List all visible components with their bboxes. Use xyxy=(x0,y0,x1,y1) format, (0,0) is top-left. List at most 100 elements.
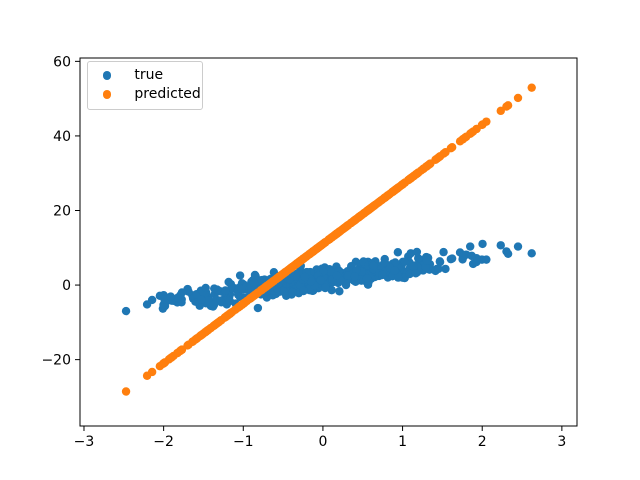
scatter-point-predicted xyxy=(503,101,513,110)
series-true-points xyxy=(121,239,536,316)
scatter-point-true xyxy=(320,283,330,293)
legend-marker-predicted-icon xyxy=(103,90,112,99)
scatter-point-true xyxy=(467,251,476,261)
scatter-point-predicted xyxy=(221,312,230,322)
y-tick-label: 40 xyxy=(53,129,71,145)
scatter-point-true xyxy=(434,264,443,274)
axes-spines xyxy=(79,57,578,427)
scatter-point-predicted xyxy=(527,83,536,92)
scatter-point-predicted xyxy=(405,174,414,184)
scatter-point-true xyxy=(225,296,235,306)
x-tick-label: −3 xyxy=(74,434,95,450)
scatter-point-predicted xyxy=(197,330,206,340)
x-tick-label: 2 xyxy=(478,434,487,450)
scatter-point-true xyxy=(332,271,342,280)
scatter-point-true xyxy=(390,266,399,275)
scatter-point-predicted xyxy=(467,128,476,137)
scatter-point-true xyxy=(288,288,297,297)
scatter-point-true xyxy=(478,239,487,249)
scatter-point-true xyxy=(482,255,491,264)
legend-entry-true: true xyxy=(103,66,202,85)
scatter-point-true xyxy=(411,269,420,278)
scatter-point-true xyxy=(306,277,316,286)
scatter-point-true xyxy=(142,300,152,309)
legend-label-predicted: predicted xyxy=(134,86,201,102)
scatter-point-true xyxy=(344,271,353,281)
scatter-point-predicted xyxy=(288,262,297,272)
scatter-point-predicted xyxy=(249,291,259,300)
scatter-point-true xyxy=(422,256,432,265)
scatter-point-predicted xyxy=(267,278,276,287)
legend-box: true predicted xyxy=(87,61,203,110)
scatter-point-true xyxy=(393,248,403,257)
scatter-point-true xyxy=(380,258,390,267)
scatter-point-predicted xyxy=(184,340,193,349)
scatter-point-true xyxy=(352,266,361,275)
scatter-point-true xyxy=(216,296,225,305)
scatter-point-true xyxy=(237,284,246,294)
x-tick-label: 0 xyxy=(318,434,327,450)
scatter-point-predicted xyxy=(482,117,491,126)
scatter-point-predicted xyxy=(344,220,353,230)
scatter-point-predicted xyxy=(411,170,420,179)
scatter-point-true xyxy=(412,247,422,257)
scatter-point-predicted xyxy=(377,195,387,204)
scatter-point-true xyxy=(446,254,456,264)
scatter-point-predicted xyxy=(237,300,246,310)
scatter-point-true xyxy=(173,293,182,302)
y-axis: −20 0 20 40 60 xyxy=(41,54,80,369)
scatter-point-true xyxy=(192,290,201,299)
scatter-point-predicted xyxy=(300,253,310,262)
scatter-point-true xyxy=(414,254,423,263)
scatter-point-true xyxy=(209,300,219,310)
scatter-point-predicted xyxy=(362,206,372,216)
scatter-point-predicted xyxy=(422,161,432,171)
scatter-point-predicted xyxy=(173,348,182,357)
scatter-point-true xyxy=(201,283,210,293)
scatter-point-predicted xyxy=(446,144,456,153)
scatter-point-predicted xyxy=(261,282,270,292)
scatter-point-true xyxy=(513,242,523,251)
scatter-point-true xyxy=(197,295,206,304)
scatter-point-true xyxy=(210,284,219,293)
series-predicted-points xyxy=(121,83,536,396)
legend-marker-true-icon xyxy=(103,71,112,80)
scatter-point-true xyxy=(439,247,448,257)
scatter-point-true xyxy=(253,303,263,313)
scatter-point-predicted xyxy=(455,137,465,146)
scatter-point-true xyxy=(224,277,233,287)
scatter-point-true xyxy=(409,262,418,271)
scatter-point-true xyxy=(221,286,230,295)
x-tick-label: 1 xyxy=(398,434,407,450)
scatter-point-true xyxy=(166,292,175,301)
scatter-point-true xyxy=(405,269,414,279)
y-tick-label: −20 xyxy=(41,353,71,369)
scatter-point-predicted xyxy=(166,353,175,363)
scatter-point-true xyxy=(435,257,445,267)
legend-entry-predicted: predicted xyxy=(103,85,202,104)
scatter-point-true xyxy=(335,287,344,296)
y-tick-label: 60 xyxy=(53,54,71,70)
scatter-point-true xyxy=(316,276,326,285)
scatter-point-predicted xyxy=(142,371,152,380)
scatter-point-true xyxy=(327,285,336,295)
scatter-point-true xyxy=(350,272,359,281)
scatter-point-true xyxy=(527,249,536,258)
x-tick-label: 3 xyxy=(557,434,566,450)
scatter-point-true xyxy=(362,274,372,283)
scatter-point-true xyxy=(121,306,131,316)
scatter-point-true xyxy=(421,262,431,272)
scatter-point-predicted xyxy=(350,216,359,225)
scatter-point-true xyxy=(300,272,310,282)
legend-label-true: true xyxy=(134,67,164,83)
scatter-point-predicted xyxy=(316,241,326,250)
scatter-point-true xyxy=(299,286,308,295)
scatter-point-predicted xyxy=(496,106,505,116)
scatter-point-true xyxy=(496,241,505,250)
scatter-point-true xyxy=(394,273,403,282)
scatter-point-true xyxy=(441,264,450,274)
scatter-point-true xyxy=(466,242,475,251)
scatter-point-true xyxy=(369,261,378,270)
